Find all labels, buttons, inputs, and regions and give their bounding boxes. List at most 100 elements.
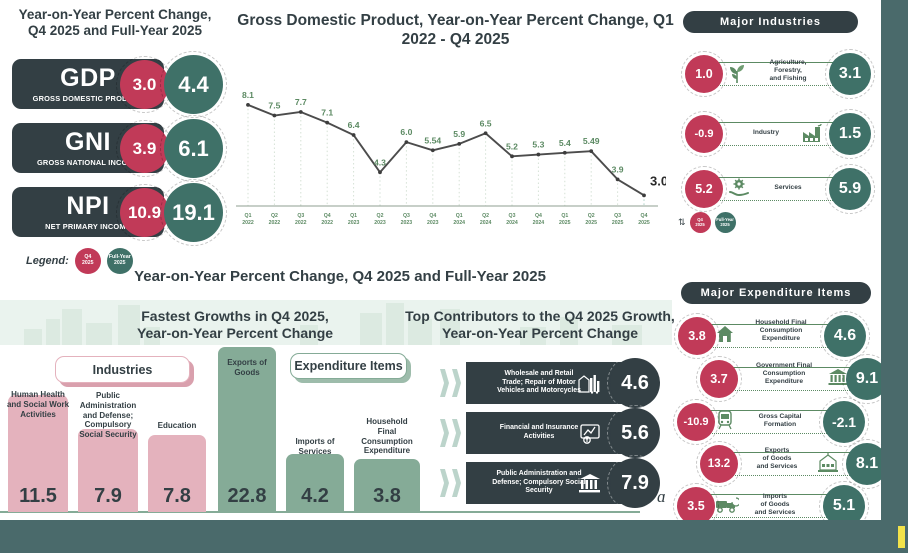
svg-text:2023: 2023 xyxy=(401,220,413,226)
svg-text:7.5: 7.5 xyxy=(268,101,280,111)
expenditure-government-fullyear: 9.1 xyxy=(842,354,881,404)
industries-legend-q4-line1: Q4 xyxy=(697,216,703,222)
bar-imports-services-label: Imports of Services xyxy=(295,437,335,456)
industry-industry-fullyear: 1.5 xyxy=(825,109,875,159)
industry-row-industry-bar xyxy=(709,122,855,146)
frame-right-border xyxy=(881,0,908,553)
svg-text:2025: 2025 xyxy=(638,220,650,226)
bar-human-health-label: Human Health and Social Work Activities xyxy=(6,390,70,419)
chart-title: Gross Domestic Product, Year-on-Year Per… xyxy=(237,12,674,48)
bar-human-health: 11.5 xyxy=(8,395,68,512)
svg-text:5.2: 5.2 xyxy=(506,141,518,151)
expenditure-row-imports-bar xyxy=(699,494,845,518)
contributor-financial-insurance-value: 5.6 xyxy=(607,405,663,461)
bar-household-final-label: Household Final Consumption Expenditure xyxy=(361,417,413,456)
industry-row-agriculture-bar xyxy=(709,62,855,86)
svg-text:2024: 2024 xyxy=(506,220,518,226)
kpi-npi-full: NET PRIMARY INCOME xyxy=(45,221,131,231)
expenditure-household-q4: 3.8 xyxy=(674,313,720,359)
legend-badge-fullyear-line2: 2025 xyxy=(114,260,126,266)
svg-text:8.1: 8.1 xyxy=(242,90,254,100)
svg-text:2025: 2025 xyxy=(585,220,597,226)
expenditure-row-imports: 3.5 Imports of Goods and Services 5.1 xyxy=(673,480,873,520)
bar-human-health-value: 11.5 xyxy=(19,485,57,507)
industry-industry-label: Industry xyxy=(752,129,779,136)
top-contributors-title: Top Contributors to the Q4 2025 Growth, Y… xyxy=(405,308,675,342)
svg-text:Q4: Q4 xyxy=(324,213,331,219)
gdp-line-chart-svg: 8.1 7.5 7.7 7.1 6.4 4.3 6.0 5.54 5.9 6.5 5.2 5.3 5.4… xyxy=(236,90,666,226)
svg-text:Q3: Q3 xyxy=(297,213,304,219)
city-skyline-band xyxy=(0,300,672,345)
svg-text:2022: 2022 xyxy=(242,220,254,226)
expenditure-government-q4: 3.7 xyxy=(696,356,742,402)
expenditure-household-label: Household Final Consumption Expenditure xyxy=(755,319,807,343)
kpi-gdp-abbr: GDP xyxy=(60,63,116,92)
svg-text:2024: 2024 xyxy=(533,220,545,226)
kpi-gdp-fullyear: 4.4 xyxy=(160,51,227,118)
svg-text:2022: 2022 xyxy=(321,220,333,226)
svg-text:6.4: 6.4 xyxy=(348,120,360,130)
industry-industry-q4: -0.9 xyxy=(681,111,727,157)
industries-legend-q4-line2: 2025 xyxy=(695,221,705,227)
svg-text:2023: 2023 xyxy=(374,220,386,226)
legend-badge-fullyear: Full-Year 2025 xyxy=(104,246,135,276)
svg-text:2022: 2022 xyxy=(295,220,307,226)
bar-exports-goods-label: Exports of Goods xyxy=(227,358,267,377)
bar-education-value: 7.8 xyxy=(163,485,191,507)
industry-row-services-bar xyxy=(709,177,855,201)
bar-exports-goods: 22.8 xyxy=(218,347,276,512)
svg-text:Q4: Q4 xyxy=(535,213,542,219)
bar-household-final-value: 3.8 xyxy=(373,485,401,507)
bar-education-label: Education xyxy=(157,421,197,430)
expenditure-row-exports: 13.2 Exports of Goods and Services 8.1 xyxy=(696,438,881,490)
expenditure-row-gross-capital: -10.9 Gross Capital Formation -2.1 xyxy=(673,396,873,448)
svg-text:2023: 2023 xyxy=(427,220,439,226)
industry-row-agriculture: 1.0 Agriculture, Forestry, and Fishing 3.1 xyxy=(681,48,875,100)
expenditure-row-gross-capital-bar xyxy=(699,410,845,434)
svg-text:Q2: Q2 xyxy=(482,213,489,219)
signature-mark: ɑ xyxy=(657,487,666,506)
svg-text:5.3: 5.3 xyxy=(532,140,544,150)
kpi-gdp-full: GROSS DOMESTIC PRODUCT xyxy=(32,93,144,103)
section-title-middle: Year-on-Year Percent Change, Q4 2025 and… xyxy=(134,268,546,285)
svg-text:2025: 2025 xyxy=(612,220,624,226)
kpi-npi-abbr: NPI xyxy=(66,191,110,220)
expenditure-exports-q4: 13.2 xyxy=(696,441,742,487)
expenditure-row-exports-bar xyxy=(722,452,868,476)
kpi-gdp: GDP GROSS DOMESTIC PRODUCT 3.0 4.4 xyxy=(12,51,227,118)
svg-text:Q1: Q1 xyxy=(561,213,568,219)
shop-cart-icon xyxy=(578,372,602,399)
industries-legend-q4: Q4 2025 xyxy=(687,210,713,235)
gdp-line-chart: 8.1 7.5 7.7 7.1 6.4 4.3 6.0 5.54 5.9 6.5 5.2 5.3 5.4… xyxy=(236,58,666,238)
train-icon xyxy=(717,410,733,435)
svg-text:7.1: 7.1 xyxy=(321,108,333,118)
contributor-public-admin-value: 7.9 xyxy=(607,455,663,511)
expenditure-household-fullyear: 4.6 xyxy=(820,311,870,361)
chip-expenditure-items: Expenditure Items xyxy=(290,353,407,379)
svg-text:Q1: Q1 xyxy=(350,213,357,219)
major-expenditure-heading: Major Expenditure Items xyxy=(681,282,871,304)
svg-text:Q3: Q3 xyxy=(403,213,410,219)
fastest-growth-title: Fastest Growths in Q4 2025, Year-on-Year … xyxy=(136,308,334,342)
fastest-growth-bar-chart: 11.5 Human Health and Social Work Activiti… xyxy=(0,345,672,518)
svg-text:5.9: 5.9 xyxy=(453,129,465,139)
bar-public-admin: 7.9 xyxy=(78,429,138,512)
industry-agriculture-q4: 1.0 xyxy=(681,51,727,97)
svg-text:2023: 2023 xyxy=(348,220,360,226)
svg-text:5.49: 5.49 xyxy=(583,136,600,146)
legend-badge-q4: Q4 2025 xyxy=(72,246,103,276)
svg-text:Q1: Q1 xyxy=(456,213,463,219)
kpi-gni: GNI GROSS NATIONAL INCOME 3.9 6.1 xyxy=(12,115,227,182)
expenditure-row-household-bar xyxy=(700,324,846,348)
svg-text:2025: 2025 xyxy=(559,220,571,226)
industries-legend: ⇅ Q4 2025 Full-Year 2025 xyxy=(678,210,738,235)
svg-text:2022: 2022 xyxy=(269,220,281,226)
chip-industries: Industries xyxy=(55,356,190,383)
bar-household-final: 3.8 xyxy=(354,459,420,512)
svg-text:5.4: 5.4 xyxy=(559,138,571,148)
expenditure-government-label: Government Final Consumption Expenditure xyxy=(755,362,813,386)
expenditure-imports-label: Imports of Goods and Services xyxy=(754,493,796,517)
legend-badge-q4-line1: Q4 xyxy=(84,254,92,261)
expenditure-imports-fullyear: 5.1 xyxy=(819,481,869,520)
